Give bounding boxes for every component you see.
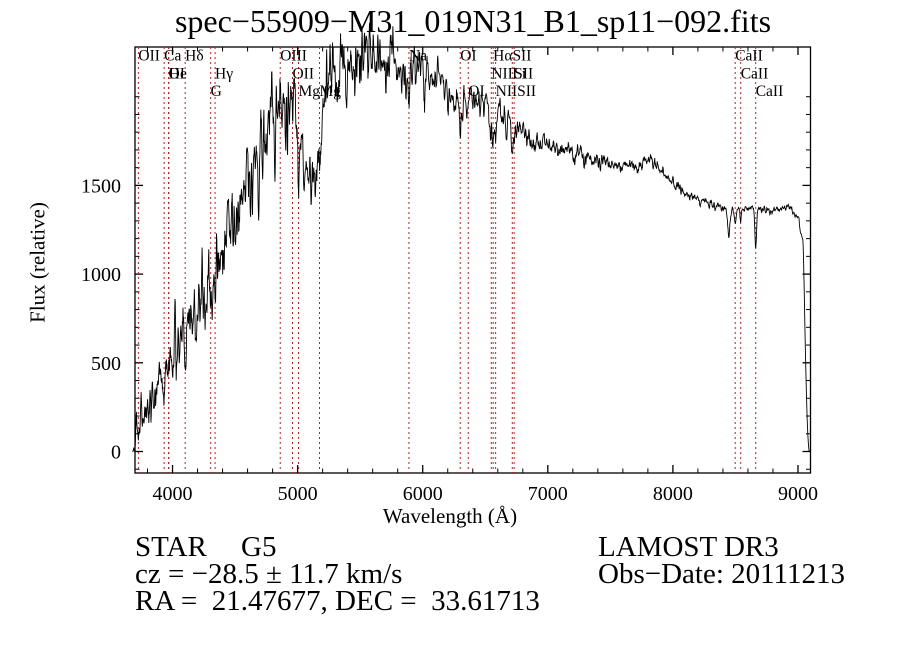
svg-text:He: He — [169, 66, 187, 83]
svg-text:1500: 1500 — [81, 175, 121, 197]
svg-text:Ca: Ca — [164, 48, 181, 65]
svg-text:Na: Na — [409, 48, 427, 65]
svg-text:8000: 8000 — [653, 483, 693, 505]
svg-text:HαSII: HαSII — [493, 48, 531, 65]
svg-text:CaII: CaII — [735, 48, 763, 65]
svg-text:4000: 4000 — [153, 483, 193, 505]
svg-text:CaII: CaII — [756, 83, 784, 100]
svg-text:6000: 6000 — [403, 483, 443, 505]
svg-text:OII: OII — [138, 48, 160, 65]
svg-text:9000: 9000 — [778, 483, 818, 505]
svg-text:7000: 7000 — [528, 483, 568, 505]
svg-text:0: 0 — [111, 442, 121, 464]
svg-text:1000: 1000 — [81, 264, 121, 286]
svg-text:NII: NII — [491, 66, 513, 83]
svg-text:G: G — [211, 83, 222, 100]
svg-text:OI: OI — [460, 48, 476, 65]
svg-text:NIISII: NIISII — [496, 83, 536, 100]
svg-text:OII: OII — [292, 66, 314, 83]
svg-text:Hδ: Hδ — [185, 48, 204, 65]
svg-text:OIII: OIII — [280, 48, 307, 65]
svg-text:SII: SII — [514, 66, 533, 83]
svg-text:5000: 5000 — [278, 483, 318, 505]
svg-text:CaII: CaII — [741, 66, 769, 83]
svg-text:Hγ: Hγ — [215, 66, 233, 83]
svg-text:Mg: Mg — [299, 83, 321, 100]
svg-text:500: 500 — [91, 353, 121, 375]
